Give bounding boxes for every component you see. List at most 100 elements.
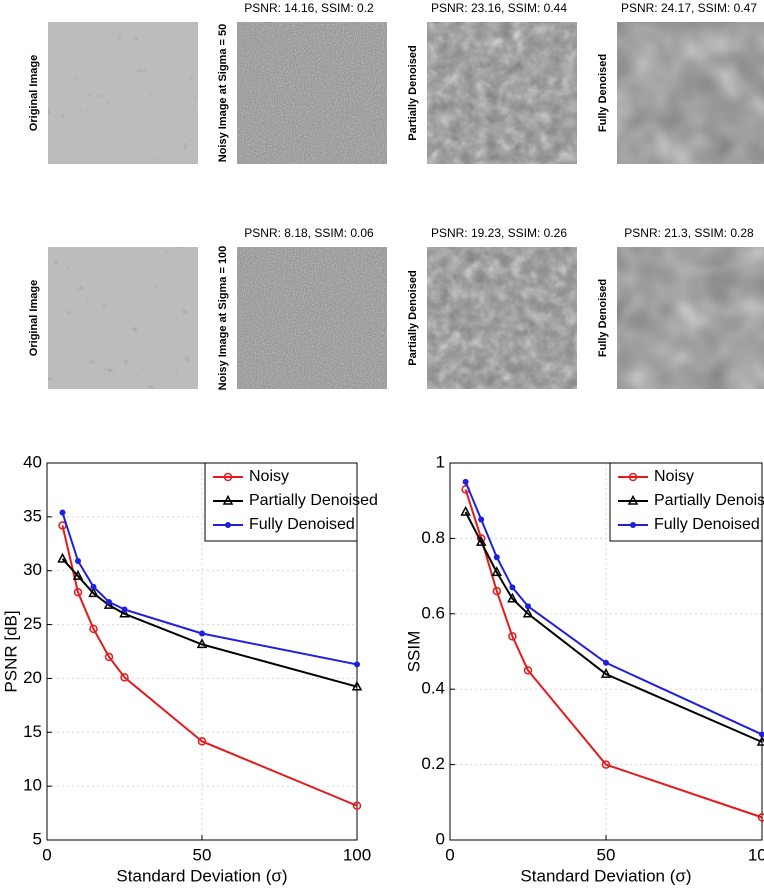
image-texture [48,247,198,389]
image-label: Fully Denoised [597,54,609,132]
y-tick-label: 5 [33,829,42,848]
x-axis-label: Standard Deviation (σ) [116,866,287,885]
marker [72,570,84,580]
marker [627,494,639,505]
legend-label: Partially Denoised [654,492,764,509]
marker [759,731,764,738]
image-label: Noisy Image at Sigma = 100 [217,246,229,391]
y-tick-label: 0 [436,829,445,848]
legend-label: Fully Denoised [654,516,760,533]
legend: Noisy Partially Denoised Fully Denoised [609,462,764,542]
image-label: Fully Denoised [597,279,609,357]
legend-label: Partially Denoised [249,492,378,509]
y-axis-label: PSNR [dB] [1,610,20,692]
image-texture [617,22,764,164]
marker [89,624,98,634]
marker [522,607,534,618]
image-grid: Original Image Noisy Image at Sigma = 50 P… [28,1,764,390]
marker [73,588,83,597]
image-caption: PSNR: 8.18, SSIM: 0.06 [244,226,374,240]
x-tick-label: 50 [193,845,212,864]
series-line [464,511,763,743]
legend-label: Noisy [654,468,694,485]
image-texture [237,22,387,164]
marker [491,566,503,577]
x-axis-label: Standard Deviation (σ) [520,866,691,885]
x-tick-label: 50 [597,845,616,864]
image-label: Noisy Image at Sigma = 50 [217,24,229,162]
image-caption: PSNR: 14.16, SSIM: 0.2 [244,1,374,15]
marker [57,552,68,563]
y-tick-label: 0.2 [421,754,445,773]
marker [492,586,502,596]
x-tick-label: 0 [42,845,51,864]
image-label: Original Image [28,55,40,131]
image-texture [237,247,387,389]
marker [75,558,81,565]
image-caption: PSNR: 23.16, SSIM: 0.44 [431,1,567,15]
marker [600,668,612,678]
image-texture [427,247,577,389]
marker [351,680,363,691]
image-caption: PSNR: 19.23, SSIM: 0.26 [431,226,567,240]
axes-frame [46,462,358,841]
marker [59,509,66,516]
image-caption: PSNR: 21.3, SSIM: 0.28 [624,226,754,240]
y-tick-label: 40 [23,452,42,471]
image-label: Partially Denoised [407,270,419,365]
image-texture [427,22,577,164]
image-texture [617,247,764,389]
x-tick-label: 0 [445,845,454,864]
x-tick-label: 100 [748,845,764,864]
marker [630,522,636,528]
marker [508,632,517,641]
marker [525,603,531,610]
marker [603,659,609,666]
marker [462,478,469,485]
image-texture [48,22,198,164]
marker [121,606,128,613]
image-label: Partially Denoised [407,45,419,140]
image-label: Original Image [28,280,40,356]
marker [103,599,115,609]
marker [507,592,518,603]
legend: Noisy Partially Denoised Fully Denoised [204,462,378,542]
series-line [61,558,358,688]
marker [199,630,205,637]
marker [120,673,129,682]
marker [478,516,485,523]
y-axis-label: SSIM [404,631,423,673]
marker [223,472,233,482]
image-caption: PSNR: 24.17, SSIM: 0.47 [621,1,757,15]
series-line [61,525,358,807]
y-tick-label: 10 [23,776,42,795]
marker [756,735,764,746]
y-tick-label: 30 [23,560,42,579]
marker [757,813,764,822]
marker [197,737,207,746]
marker [352,801,362,810]
axes-frame [449,462,763,841]
y-tick-label: 0.6 [421,603,445,622]
marker [628,472,638,482]
y-tick-label: 1 [436,452,445,471]
marker [88,587,99,598]
marker [475,536,487,546]
x-tick-label: 100 [343,845,371,864]
y-tick-label: 25 [23,614,42,633]
y-tick-label: 20 [23,668,42,687]
marker [106,598,112,605]
marker [90,583,97,590]
marker [354,661,360,668]
legend-label: Noisy [249,468,289,485]
marker [119,607,130,618]
y-tick-label: 15 [23,722,42,741]
y-tick-label: 0.4 [421,679,445,698]
y-tick-label: 0.8 [421,528,445,547]
marker [509,584,516,591]
marker [104,652,114,662]
marker [196,638,208,649]
